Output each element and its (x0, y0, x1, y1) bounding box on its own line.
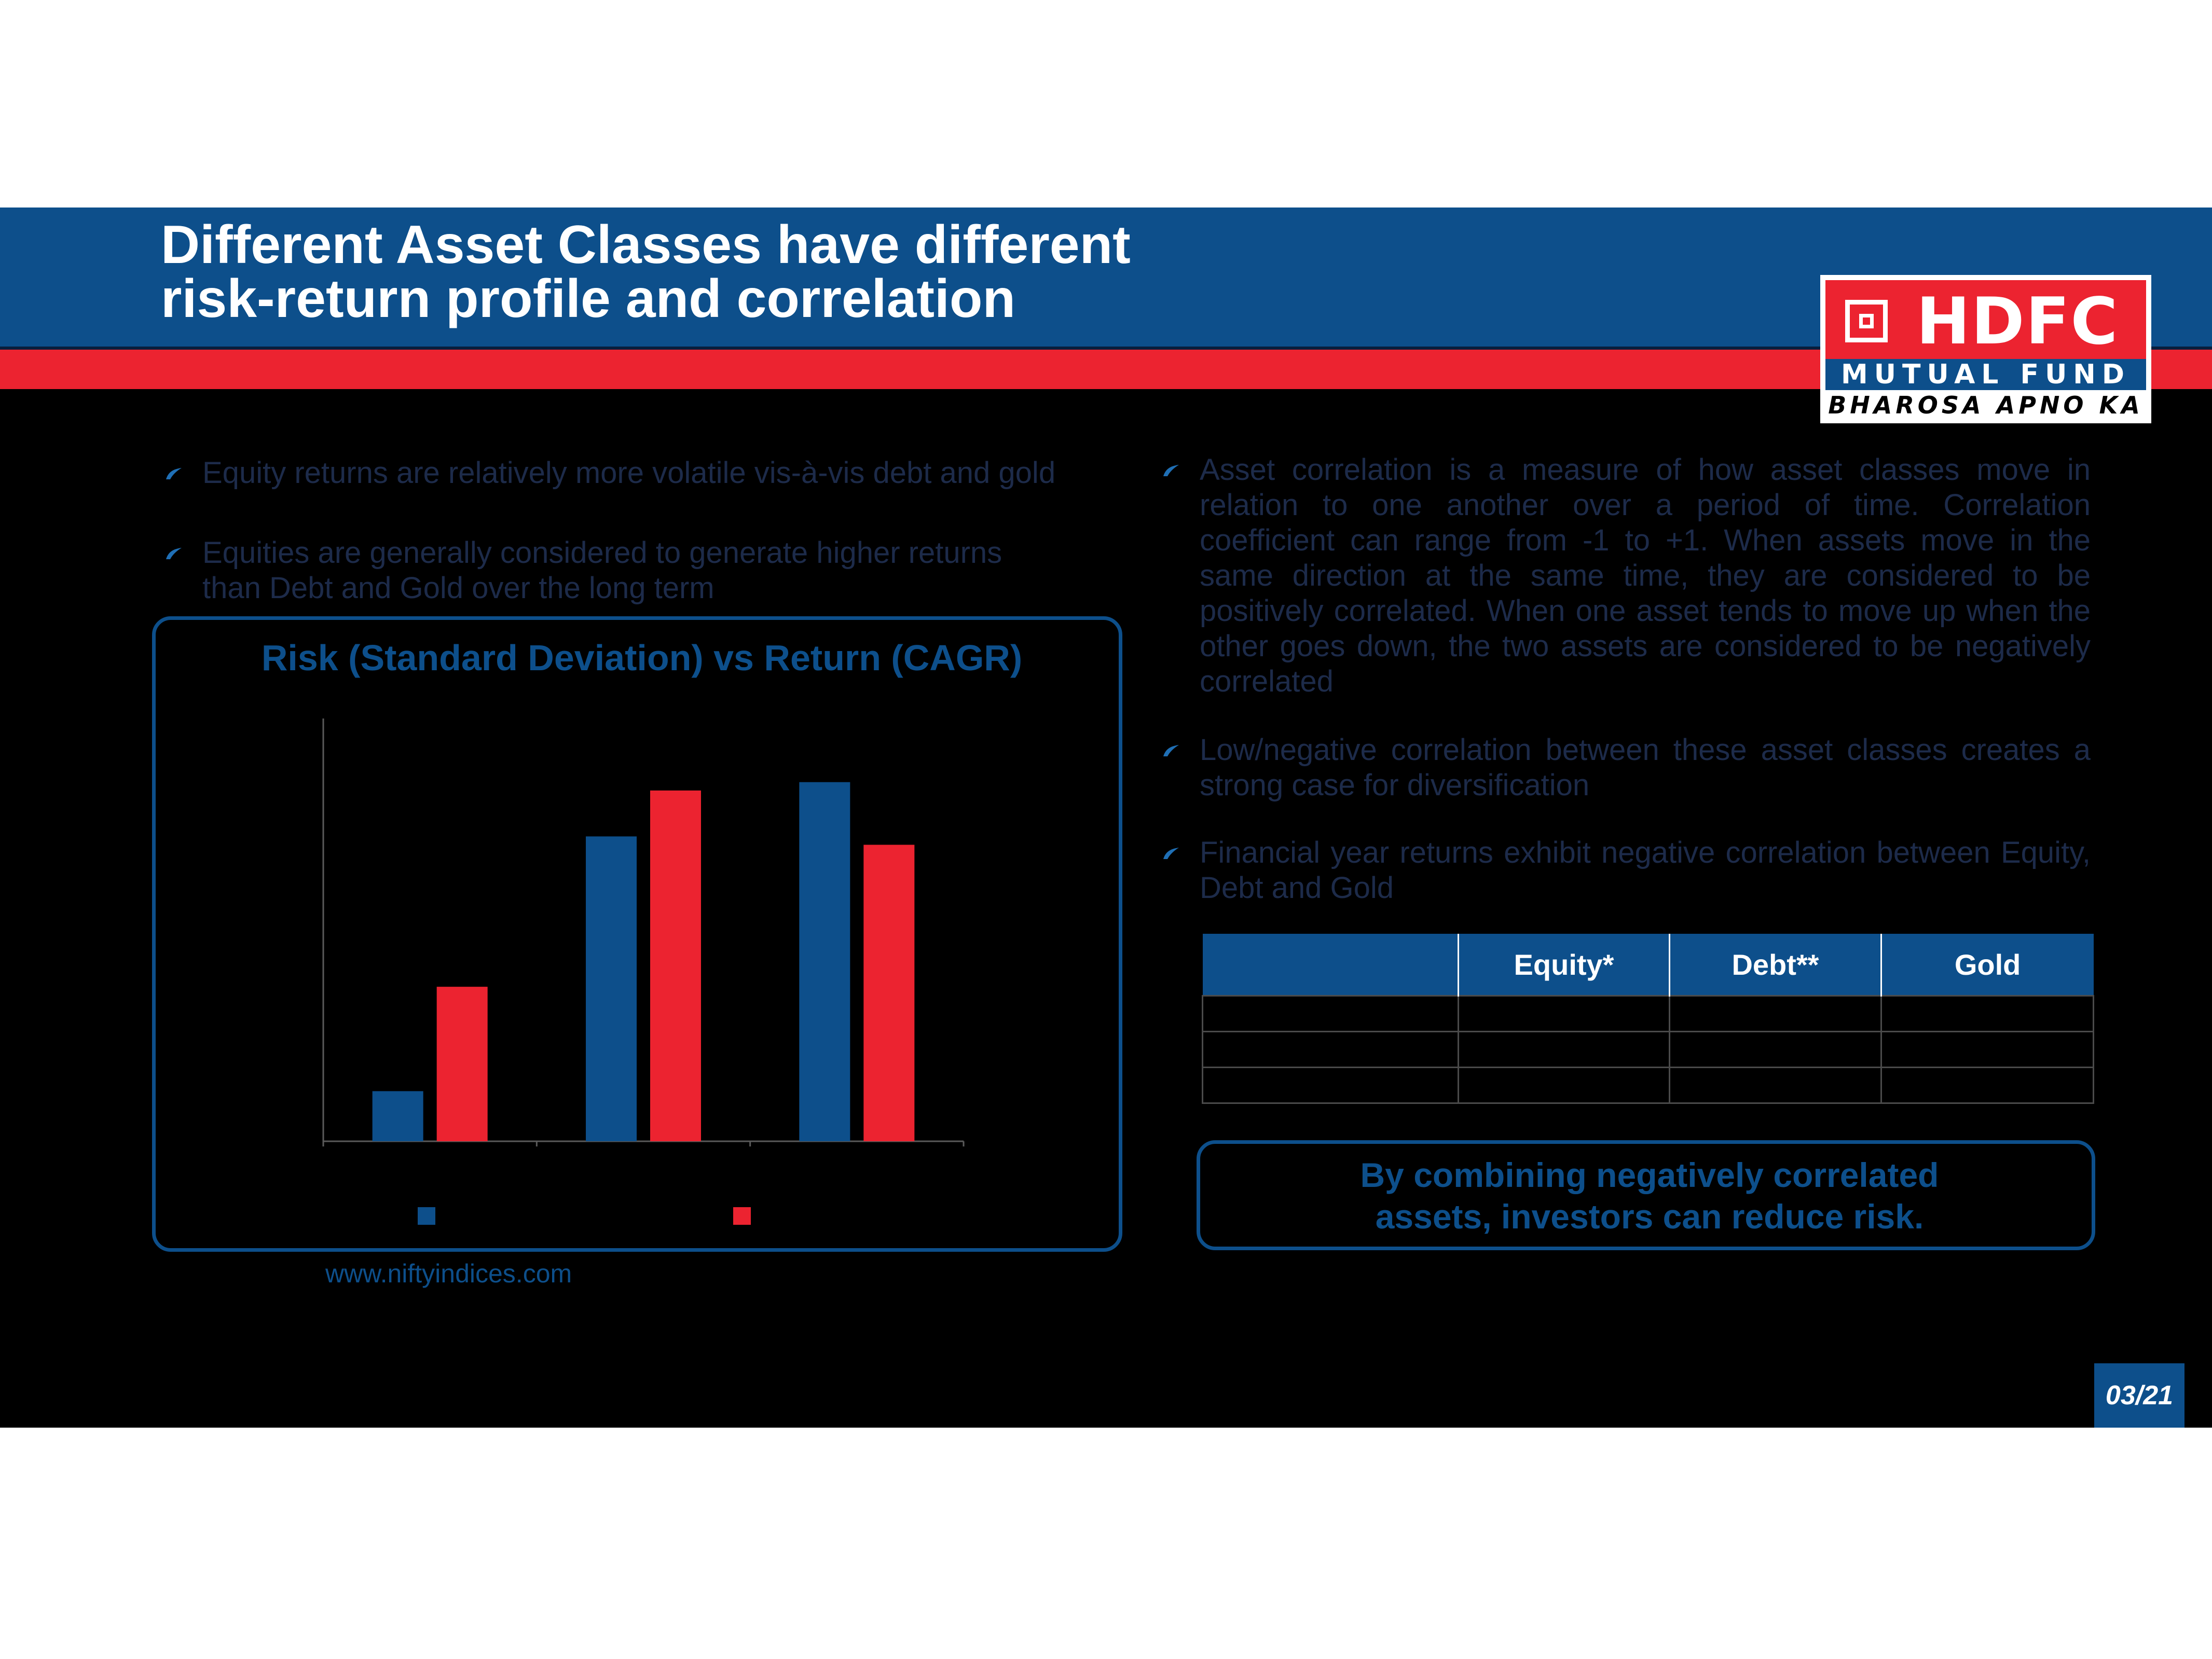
right-bullet-1: Asset correlation is a measure of how as… (1163, 452, 2091, 699)
chart-panel (152, 616, 1122, 1252)
bullet-arrow-icon (165, 467, 183, 480)
table-header-blank (1202, 934, 1459, 996)
bar-series-1-category-1 (372, 1091, 423, 1141)
hdfc-logo: HDFC MUTUAL FUND BHAROSA APNO KA (1820, 275, 2151, 423)
table-header-equity: Equity* (1458, 934, 1671, 996)
logo-red-block: HDFC (1825, 280, 2146, 359)
table-cell (1669, 1067, 1882, 1104)
callout-line-1: By combining negatively correlated (1360, 1156, 1939, 1194)
source-link[interactable]: www.niftyindices.com (325, 1259, 572, 1288)
right-bullet-3: Financial year returns exhibit negative … (1163, 835, 2091, 906)
bullet-arrow-icon (1162, 744, 1180, 757)
right-bullet-2: Low/negative correlation between these a… (1163, 732, 2091, 803)
right-bullet-1-text: Asset correlation is a measure of how as… (1200, 453, 2091, 698)
table-cell (1457, 1067, 1671, 1104)
callout-line-2: assets, investors can reduce risk. (1375, 1197, 1924, 1236)
slide-title: Different Asset Classes have different r… (161, 218, 1562, 326)
content-area (0, 389, 2212, 1428)
slide-title-line-2: risk-return profile and correlation (161, 269, 1015, 329)
legend-marker-series-2 (733, 1207, 751, 1225)
table-cell (1669, 1031, 1882, 1068)
logo-mutual-fund: MUTUAL FUND (1825, 359, 2146, 390)
right-bullet-3-text: Financial year returns exhibit negative … (1200, 836, 2091, 905)
table-cell (1202, 1067, 1459, 1104)
left-bullet-2-text: Equities are generally considered to gen… (202, 536, 1002, 605)
callout-box: By combining negatively correlated asset… (1197, 1140, 2095, 1250)
logo-brand: HDFC (1916, 284, 2119, 359)
chart-title: Risk (Standard Deviation) vs Return (CAG… (261, 638, 1023, 678)
table-cell (1669, 995, 1882, 1032)
table-cell (1202, 995, 1459, 1032)
left-bullet-1-text: Equity returns are relatively more volat… (202, 456, 1056, 490)
left-bullet-1: Equity returns are relatively more volat… (166, 455, 1059, 491)
bar-series-2-category-3 (863, 845, 915, 1141)
table-cell (1457, 1031, 1671, 1068)
table-header-row: Equity* Debt** Gold (1202, 934, 2094, 996)
bullet-arrow-icon (1162, 847, 1180, 860)
table-row (1202, 1031, 2095, 1068)
right-bullet-2-text: Low/negative correlation between these a… (1200, 733, 2091, 802)
table-header-debt: Debt** (1669, 934, 1882, 996)
bar-series-2-category-2 (650, 790, 701, 1141)
header-divider (0, 347, 2212, 350)
bar-series-1-category-2 (586, 836, 637, 1141)
legend-marker-series-1 (418, 1207, 435, 1225)
left-bullet-2: Equities are generally considered to gen… (166, 535, 1059, 606)
callout-text: By combining negatively correlated asset… (1200, 1154, 2099, 1237)
table-header-gold: Gold (1881, 934, 2094, 996)
bar-series-2-category-1 (436, 987, 488, 1141)
table-cell (1880, 995, 2095, 1032)
table-cell (1202, 1031, 1459, 1068)
table-cell (1457, 995, 1671, 1032)
bar-series-1-category-3 (799, 782, 850, 1141)
table-row (1202, 995, 2095, 1032)
page-number: 03/21 (2094, 1363, 2184, 1428)
correlation-table: Equity* Debt** Gold (1202, 934, 2095, 1104)
table-row (1202, 1067, 2095, 1104)
bullet-arrow-icon (165, 547, 183, 560)
logo-mark-icon (1845, 300, 1888, 342)
logo-tagline: BHAROSA APNO KA (1828, 391, 2144, 419)
bullet-arrow-icon (1162, 464, 1180, 477)
table-cell (1880, 1031, 2095, 1068)
table-cell (1880, 1067, 2095, 1104)
slide-title-line-1: Different Asset Classes have different (161, 215, 1131, 275)
